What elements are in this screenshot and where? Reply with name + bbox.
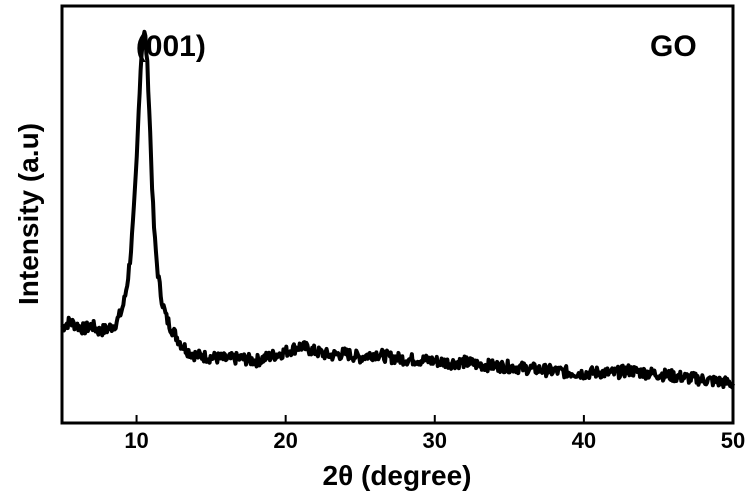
peak-annotation: (001): [136, 30, 206, 63]
x-axis-label: 2θ (degree): [323, 460, 472, 491]
series-line: [60, 29, 735, 390]
sample-annotation: GO: [650, 30, 697, 63]
x-tick-label-20: 20: [273, 428, 297, 453]
x-ticks: [135, 415, 734, 423]
x-tick-label-10: 10: [124, 428, 148, 453]
x-tick-label-30: 30: [423, 428, 447, 453]
plot-frame: [60, 4, 735, 425]
x-tick-label-40: 40: [572, 428, 596, 453]
y-axis-label: Intensity (a.u): [13, 123, 44, 305]
x-tick-label-50: 50: [721, 428, 745, 453]
x-tick-labels: 10 20 30 40 50: [124, 428, 745, 453]
